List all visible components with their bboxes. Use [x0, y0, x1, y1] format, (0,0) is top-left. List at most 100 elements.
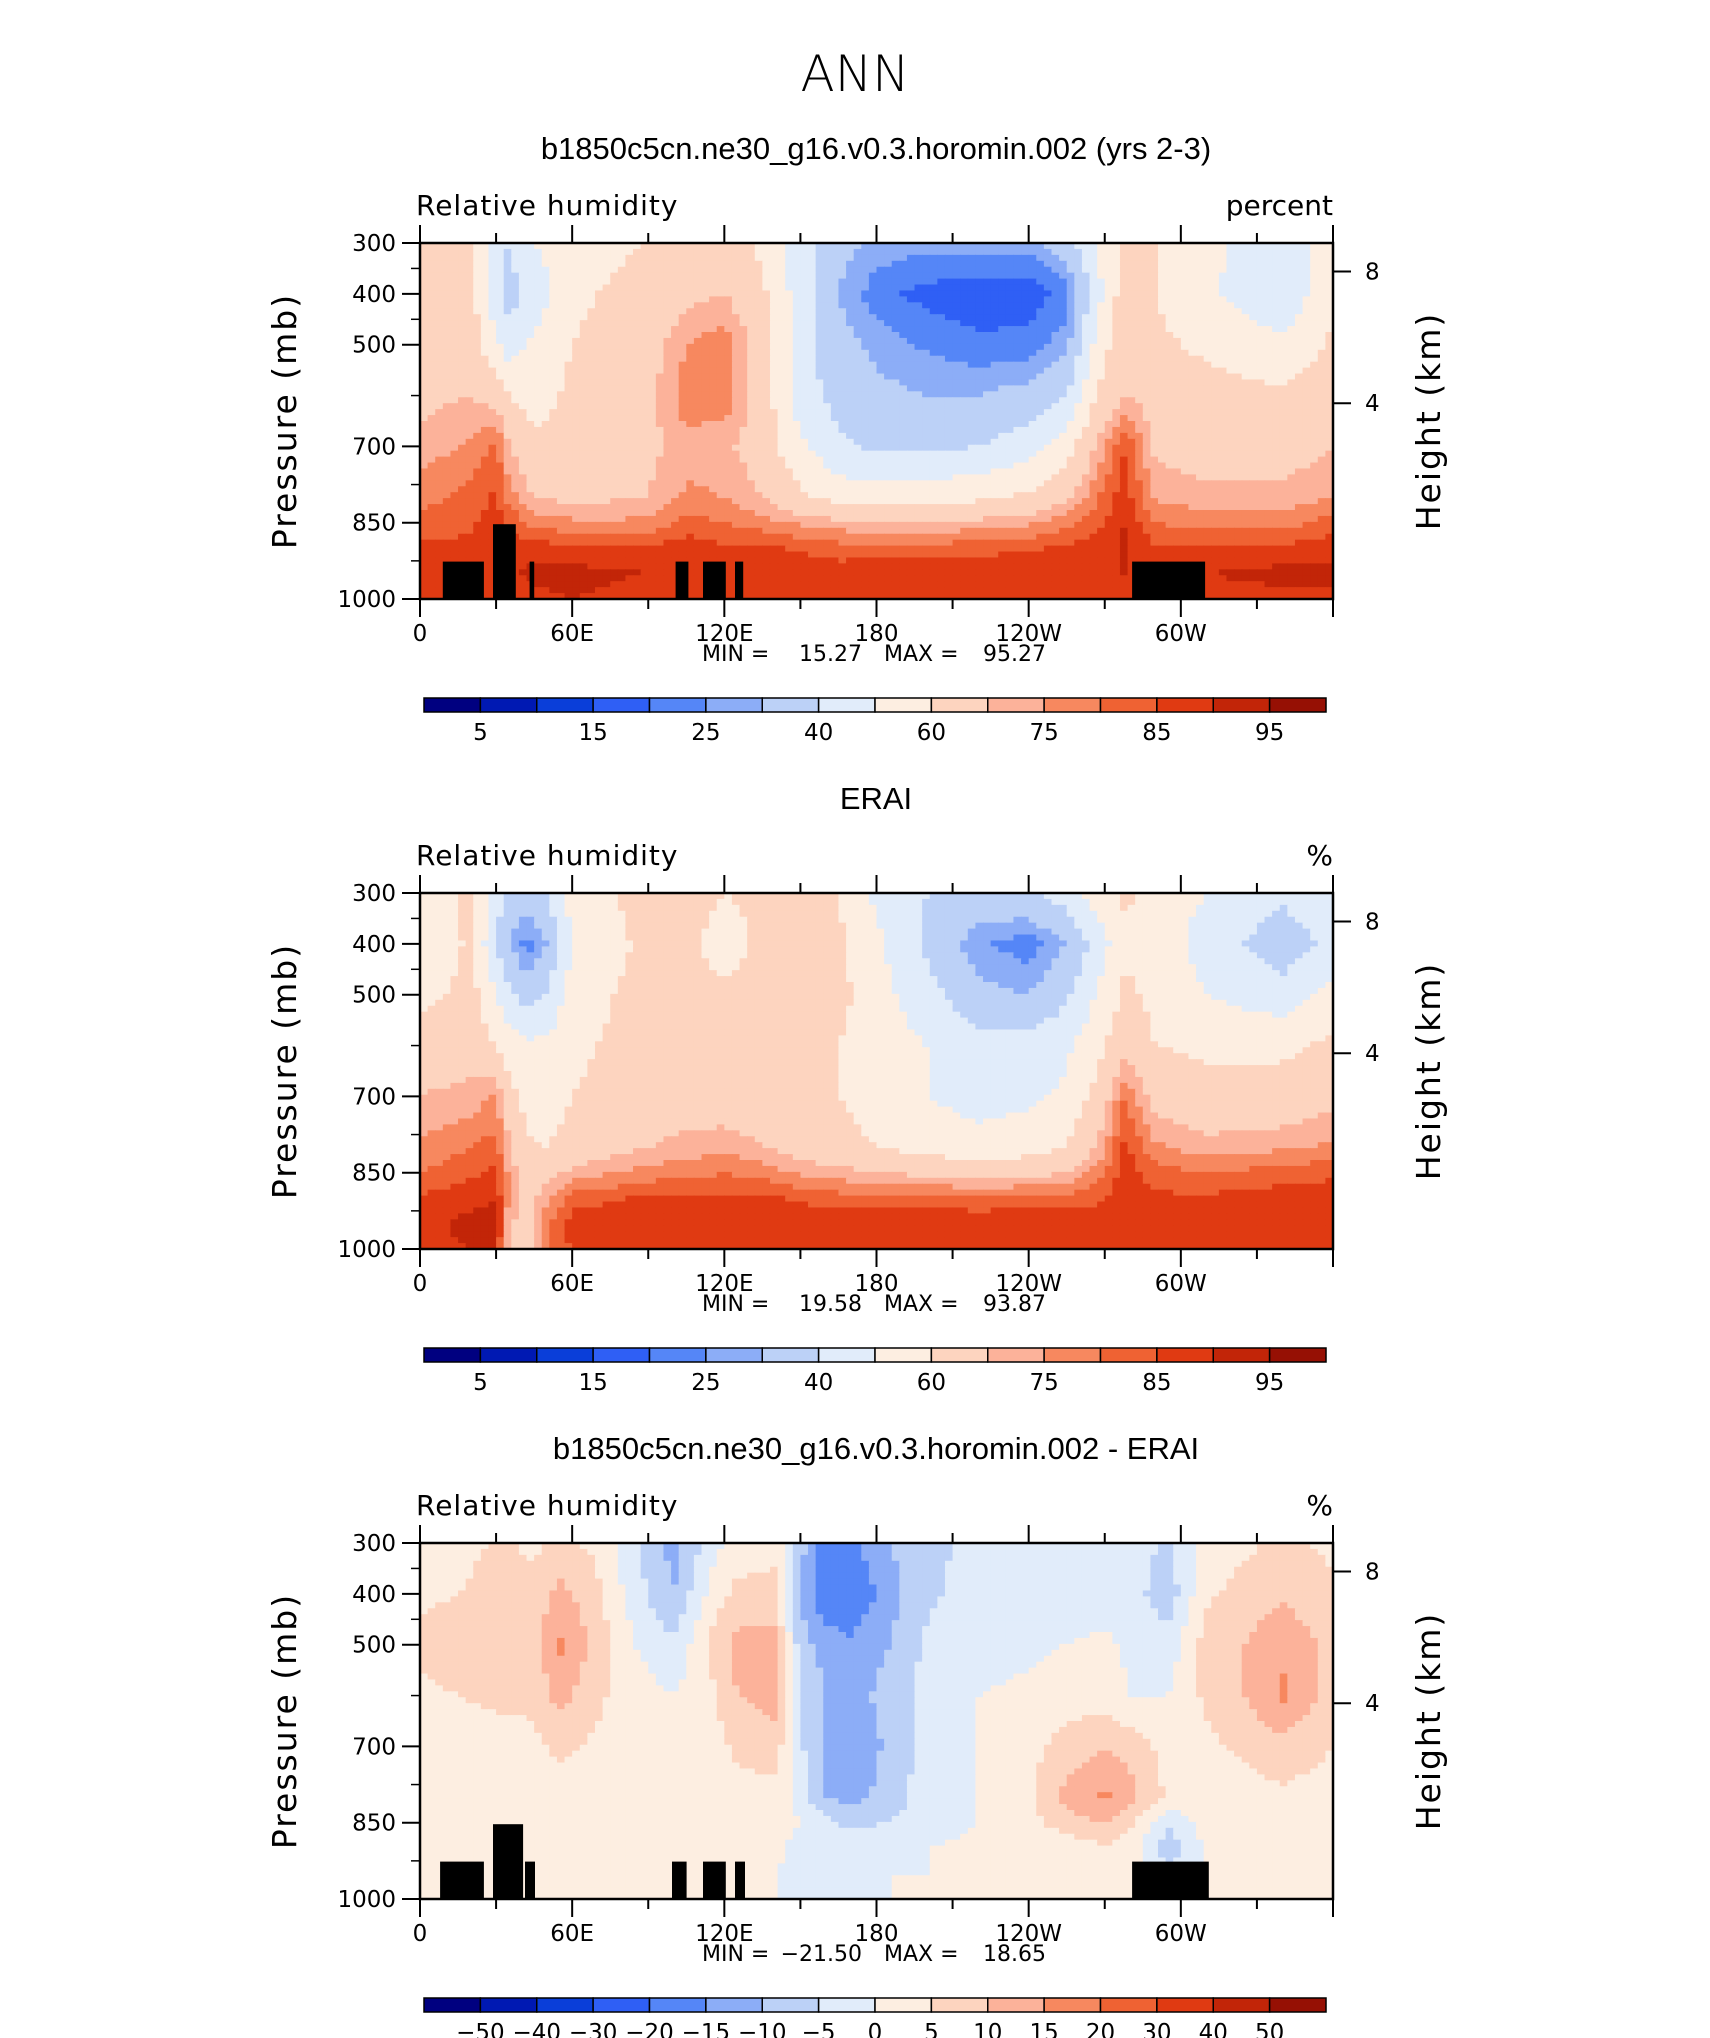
- contour-cell: [1181, 279, 1189, 286]
- contour-cell: [770, 409, 778, 416]
- contour-cell: [1120, 320, 1128, 327]
- contour-cell: [1280, 338, 1288, 345]
- contour-cell: [496, 368, 504, 375]
- contour-cell: [1173, 350, 1181, 357]
- contour-cell: [861, 267, 869, 274]
- contour-cell: [1188, 409, 1196, 416]
- contour-cell: [1006, 397, 1014, 404]
- contour-cell: [1158, 362, 1166, 369]
- contour-cell: [991, 273, 999, 280]
- contour-cell: [1120, 285, 1128, 292]
- contour-cell: [1196, 285, 1204, 292]
- contour-cell: [1257, 326, 1265, 333]
- contour-cell: [1196, 468, 1204, 475]
- contour-cell: [747, 362, 755, 369]
- contour-cell: [755, 267, 763, 274]
- contour-cell: [998, 403, 1006, 410]
- contour-cell: [679, 415, 687, 422]
- contour-cell: [1219, 308, 1227, 315]
- contour-cell: [1051, 379, 1059, 386]
- contour-cell: [527, 368, 535, 375]
- contour-cell: [1310, 296, 1318, 303]
- contour-cell: [504, 267, 512, 274]
- contour-cell: [1158, 302, 1166, 309]
- contour-cell: [717, 480, 725, 487]
- contour-cell: [846, 403, 854, 410]
- contour-cell: [1128, 474, 1136, 481]
- contour-cell: [511, 368, 519, 375]
- contour-cell: [1044, 332, 1052, 339]
- contour-cell: [450, 474, 458, 481]
- contour-cell: [1242, 344, 1250, 351]
- contour-cell: [549, 439, 557, 446]
- contour-cell: [549, 433, 557, 440]
- contour-cell: [740, 326, 748, 333]
- contour-cell: [930, 457, 938, 464]
- contour-cell: [481, 409, 489, 416]
- contour-cell: [747, 474, 755, 481]
- contour-cell: [785, 463, 793, 470]
- contour-cell: [504, 290, 512, 297]
- contour-cell: [785, 385, 793, 392]
- contour-cell: [724, 391, 732, 398]
- contour-cell: [998, 362, 1006, 369]
- contour-cell: [838, 379, 846, 386]
- contour-cell: [1173, 427, 1181, 434]
- contour-cell: [694, 463, 702, 470]
- contour-cell: [1105, 261, 1113, 268]
- contour-cell: [519, 338, 527, 345]
- contour-cell: [679, 285, 687, 292]
- contour-cell: [899, 379, 907, 386]
- contour-cell: [1318, 332, 1326, 339]
- contour-cell: [1097, 273, 1105, 280]
- contour-cell: [534, 279, 542, 286]
- contour-cell: [1219, 326, 1227, 333]
- contour-cell: [1158, 320, 1166, 327]
- contour-cell: [428, 368, 436, 375]
- contour-cell: [1120, 421, 1128, 428]
- contour-cell: [663, 480, 671, 487]
- contour-cell: [580, 267, 588, 274]
- contour-cell: [747, 409, 755, 416]
- contour-cell: [915, 261, 923, 268]
- contour-cell: [466, 427, 474, 434]
- contour-cell: [717, 362, 725, 369]
- contour-cell: [679, 439, 687, 446]
- contour-cell: [755, 249, 763, 256]
- contour-cell: [671, 415, 679, 422]
- contour-cell: [679, 433, 687, 440]
- contour-cell: [466, 415, 474, 422]
- contour-cell: [968, 474, 976, 481]
- contour-cell: [717, 332, 725, 339]
- contour-cell: [1143, 463, 1151, 470]
- contour-cell: [922, 391, 930, 398]
- contour-cell: [930, 468, 938, 475]
- contour-cell: [930, 391, 938, 398]
- contour-cell: [663, 255, 671, 262]
- contour-cell: [1044, 391, 1052, 398]
- contour-cell: [709, 403, 717, 410]
- contour-cell: [808, 439, 816, 446]
- contour-cell: [1021, 445, 1029, 452]
- contour-cell: [1051, 385, 1059, 392]
- contour-cell: [892, 415, 900, 422]
- contour-cell: [496, 308, 504, 315]
- contour-cell: [1196, 439, 1204, 446]
- contour-cell: [945, 403, 953, 410]
- contour-cell: [496, 421, 504, 428]
- contour-cell: [755, 255, 763, 262]
- contour-cell: [481, 290, 489, 297]
- contour-cell: [1097, 421, 1105, 428]
- contour-cell: [983, 433, 991, 440]
- contour-cell: [747, 445, 755, 452]
- contour-cell: [755, 409, 763, 416]
- contour-cell: [1112, 379, 1120, 386]
- contour-cell: [1265, 302, 1273, 309]
- contour-cell: [968, 290, 976, 297]
- contour-cell: [595, 480, 603, 487]
- contour-cell: [747, 344, 755, 351]
- contour-cell: [625, 403, 633, 410]
- contour-cell: [747, 486, 755, 493]
- contour-cell: [1112, 249, 1120, 256]
- contour-cell: [1249, 421, 1257, 428]
